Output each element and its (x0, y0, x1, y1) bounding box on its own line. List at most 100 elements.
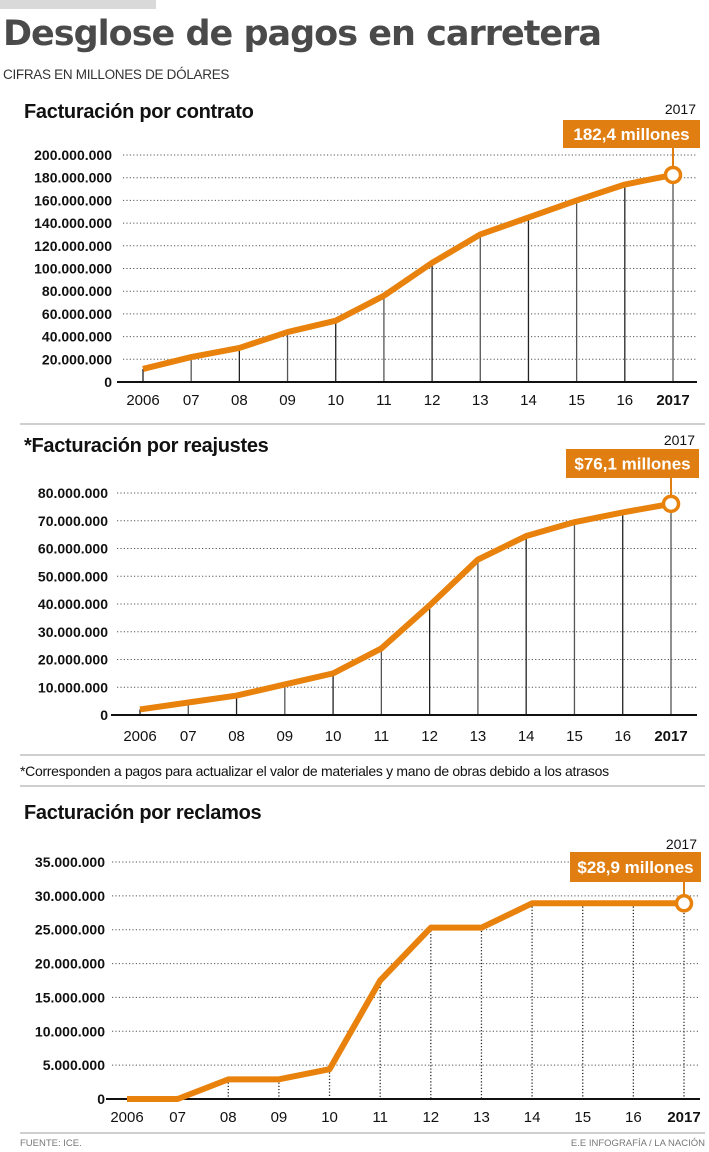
x-tick-label: 2017 (656, 392, 689, 409)
data-point (530, 901, 535, 906)
y-tick-label: 80.000.000 (38, 485, 108, 501)
x-tick-label: 2006 (110, 1109, 143, 1126)
x-tick-label: 15 (566, 728, 583, 745)
x-tick-label: 11 (372, 1109, 388, 1126)
data-point (331, 671, 336, 676)
series-line (127, 900, 684, 1102)
x-tick-label: 15 (574, 1109, 591, 1126)
y-tick-label: 0 (104, 374, 112, 390)
y-tick-label: 10.000.000 (35, 1023, 105, 1039)
x-tick-label: 07 (180, 728, 197, 745)
y-tick-label: 0 (100, 707, 108, 723)
callout-label: $28,9 millones (577, 858, 693, 877)
x-tick-label: 10 (321, 1109, 338, 1126)
data-point (479, 925, 484, 930)
callout-label: 182,4 millones (573, 125, 689, 144)
data-point (572, 520, 577, 525)
y-tick-label: 70.000.000 (38, 513, 108, 529)
data-point (631, 901, 636, 906)
data-point (524, 534, 529, 539)
x-tick-label: 08 (231, 392, 248, 409)
data-point (186, 700, 191, 705)
chart-title-reajustes: *Facturación por reajustes (24, 435, 269, 457)
data-point (378, 978, 383, 983)
x-tick-label: 13 (473, 1109, 490, 1126)
x-tick-label: 12 (424, 392, 441, 409)
y-tick-label: 15.000.000 (35, 989, 105, 1005)
y-tick-label: 30.000.000 (35, 888, 105, 904)
series-line (142, 172, 674, 372)
x-tick-label: 2017 (667, 1109, 700, 1126)
x-tick-label: 12 (421, 728, 438, 745)
last-data-point (674, 894, 694, 913)
data-point (234, 693, 239, 698)
x-tick-label: 07 (183, 392, 200, 409)
data-point (125, 1097, 130, 1102)
data-point (237, 345, 242, 350)
y-tick-label: 50.000.000 (38, 568, 108, 584)
data-point (276, 1077, 281, 1082)
y-tick-label: 30.000.000 (38, 624, 108, 640)
x-tick-label: 2006 (126, 392, 159, 409)
credit-note: E.E INFOGRAFÍA / LA NACIÓN (570, 1138, 705, 1149)
last-data-point (663, 165, 683, 185)
x-tick-label: 09 (279, 392, 296, 409)
x-tick-label: 2017 (654, 728, 687, 745)
data-point (430, 260, 435, 265)
y-tick-label: 35.000.000 (35, 854, 105, 870)
page-subtitle: CIFRAS EN MILLONES DE DÓLARES (3, 67, 230, 82)
chart-contrato: 0 20.000.000 40.000.000 60.000.000 80.000.00… (34, 101, 700, 409)
data-point (226, 1077, 231, 1082)
chart-title-contrato: Facturación por contrato (24, 101, 254, 123)
y-tick-label: 10.000.000 (38, 679, 108, 695)
x-tick-label: 16 (614, 728, 631, 745)
y-tick-label: 40.000.000 (42, 329, 112, 345)
y-tick-label: 25.000.000 (35, 922, 105, 938)
series-line (139, 500, 672, 713)
data-point (327, 1067, 332, 1072)
x-tick-label: 08 (228, 728, 245, 745)
data-point (475, 557, 480, 562)
x-tick-label: 16 (616, 392, 633, 409)
data-point (580, 901, 585, 906)
chart-reclamos: 0 5.000.000 10.000.000 15.000.000 20.000.000… (35, 836, 701, 1126)
last-data-point (661, 494, 681, 514)
y-tick-label: 60.000.000 (38, 541, 108, 557)
y-tick-label: 120.000.000 (34, 238, 112, 254)
data-point (141, 366, 146, 371)
y-tick-label: 60.000.000 (42, 306, 112, 322)
x-tick-label: 2006 (123, 728, 156, 745)
x-tick-label: 09 (271, 1109, 288, 1126)
data-point (622, 182, 627, 187)
footnote: *Corresponden a pagos para actualizar el… (20, 763, 609, 779)
callout-year: 2017 (666, 836, 697, 852)
separator (20, 423, 705, 425)
separator (20, 785, 705, 787)
callout-box (570, 852, 701, 882)
data-point (620, 510, 625, 515)
y-tick-label: 160.000.000 (34, 192, 112, 208)
data-point (379, 646, 384, 651)
y-tick-label: 0 (97, 1091, 105, 1107)
y-tick-label: 20.000.000 (35, 956, 105, 972)
x-tick-label: 10 (325, 728, 342, 745)
separator (20, 1132, 705, 1134)
data-point (428, 925, 433, 930)
x-tick-label: 14 (518, 728, 535, 745)
data-point (333, 318, 338, 323)
x-tick-label: 16 (625, 1109, 642, 1126)
y-tick-label: 40.000.000 (38, 596, 108, 612)
y-tick-label: 200.000.000 (34, 147, 112, 163)
source-note: FUENTE: ICE. (20, 1138, 82, 1149)
data-point (282, 682, 287, 687)
x-tick-label: 09 (276, 728, 293, 745)
x-tick-label: 10 (327, 392, 344, 409)
x-tick-label: 13 (470, 728, 487, 745)
page-title: Desglose de pagos en carretera (3, 14, 602, 54)
x-tick-label: 13 (472, 392, 489, 409)
data-point (574, 198, 579, 203)
y-tick-label: 5.000.000 (43, 1057, 105, 1073)
callout-box (563, 120, 700, 148)
data-point (427, 603, 432, 608)
y-tick-label: 180.000.000 (34, 170, 112, 186)
